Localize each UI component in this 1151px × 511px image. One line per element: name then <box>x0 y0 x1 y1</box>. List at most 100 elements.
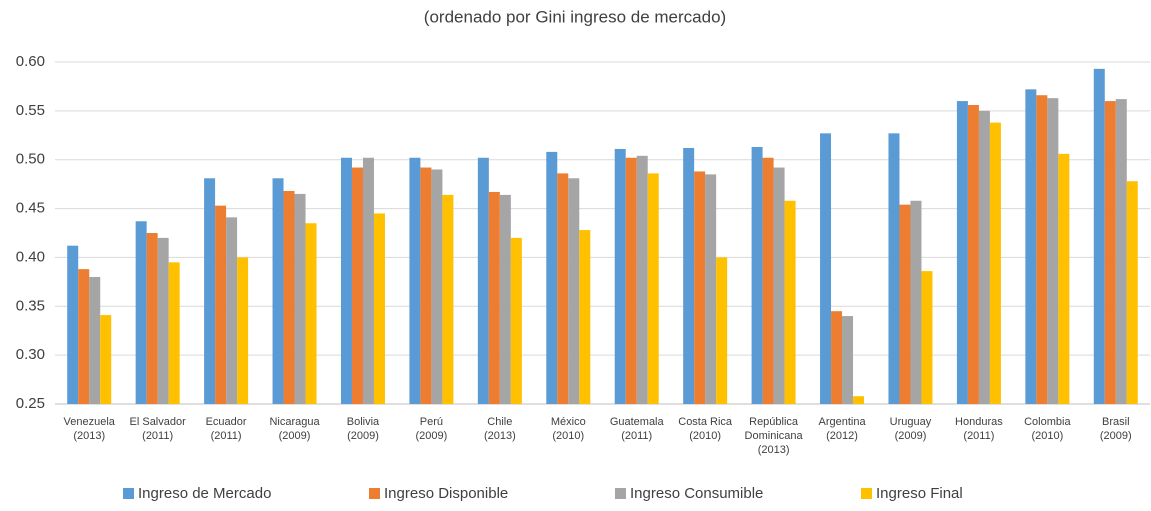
bar <box>1093 68 1105 404</box>
bar <box>373 213 385 404</box>
bar <box>420 167 432 404</box>
x-tick-label-line: Argentina <box>818 416 866 428</box>
bar <box>705 174 717 404</box>
bar <box>820 133 832 404</box>
bar <box>283 190 295 404</box>
chart-title: (ordenado por Gini ingreso de mercado) <box>424 7 726 26</box>
x-tick-label: Nicaragua (2009) <box>269 416 320 442</box>
x-tick-label: Argentina (2012) <box>818 416 866 442</box>
legend-swatch <box>123 488 134 499</box>
x-tick-label: Brasil (2009) <box>1100 416 1132 442</box>
bar <box>215 205 227 404</box>
bar <box>1025 89 1037 405</box>
bar <box>568 178 580 404</box>
bar <box>67 245 79 404</box>
bar <box>1058 153 1070 404</box>
x-tick-label-line: Perú <box>420 416 443 428</box>
legend-swatch <box>369 488 380 499</box>
x-tick-label: Colombia (2010) <box>1024 416 1071 442</box>
y-tick-label: 0.45 <box>16 200 45 217</box>
bar <box>956 101 968 404</box>
bar <box>1115 99 1127 404</box>
x-tick-label-line: Ecuador <box>206 416 247 428</box>
bar <box>351 167 363 404</box>
bar <box>831 311 843 404</box>
bar <box>362 157 374 404</box>
bar <box>921 271 933 404</box>
x-tick-label-line: Dominicana <box>745 430 804 442</box>
x-tick-label-line: (2010) <box>552 430 584 442</box>
legend-swatch <box>615 488 626 499</box>
bar <box>294 193 306 404</box>
bar <box>647 173 659 404</box>
bar <box>305 223 317 404</box>
x-tick-label-line: (2009) <box>347 430 379 442</box>
x-tick-label-line: (2011) <box>211 430 242 442</box>
bar <box>683 147 695 404</box>
bar <box>409 157 421 404</box>
bar <box>168 262 180 404</box>
bar <box>694 171 706 404</box>
bar <box>340 157 352 404</box>
x-tick-label-line: (2011) <box>621 430 652 442</box>
bar <box>1104 101 1116 404</box>
x-tick-label-line: (2011) <box>142 430 173 442</box>
bar <box>157 237 169 404</box>
x-tick-label: Venezuela (2013) <box>64 416 116 442</box>
legend-label: Ingreso Final <box>876 485 963 502</box>
x-tick-label-line: (2010) <box>689 430 721 442</box>
x-tick-label: Honduras (2011) <box>955 416 1003 442</box>
bar <box>888 133 900 404</box>
bar <box>716 257 728 404</box>
x-tick-label-line: Costa Rica <box>678 416 733 428</box>
x-tick-label-line: México <box>551 416 586 428</box>
x-tick-label-line: (2012) <box>826 430 858 442</box>
bar <box>762 157 774 404</box>
bar <box>431 169 443 404</box>
bar <box>978 110 990 404</box>
bar <box>557 173 569 404</box>
legend-label: Ingreso Consumible <box>630 485 763 502</box>
x-tick-label: México (2010) <box>551 416 586 442</box>
x-tick-label: Guatemala (2011) <box>610 416 665 442</box>
x-tick-label-line: Brasil <box>1102 416 1130 428</box>
legend-label: Ingreso de Mercado <box>138 485 271 502</box>
x-tick-label-line: Colombia <box>1024 416 1071 428</box>
x-tick-label-line: El Salvador <box>130 416 187 428</box>
y-tick-label: 0.60 <box>16 53 45 70</box>
legend-swatch <box>861 488 872 499</box>
x-tick-label-line: (2009) <box>416 430 448 442</box>
x-tick-label-line: Nicaragua <box>269 416 320 428</box>
bar <box>237 257 249 404</box>
y-tick-label: 0.25 <box>16 395 45 412</box>
bar <box>204 178 216 404</box>
x-tick-label: Ecuador (2011) <box>206 416 247 442</box>
bar <box>751 147 763 405</box>
x-tick-label-line: República <box>749 416 799 428</box>
x-tick-label-line: (2009) <box>279 430 311 442</box>
x-tick-label-line: (2009) <box>1100 430 1132 442</box>
bar <box>226 217 238 404</box>
bar <box>100 315 112 404</box>
x-tick-label-line: (2013) <box>484 430 516 442</box>
x-tick-label: El Salvador (2011) <box>130 416 187 442</box>
bar <box>989 122 1001 404</box>
legend-label: Ingreso Disponible <box>384 485 508 502</box>
bar <box>899 204 911 404</box>
y-tick-label: 0.40 <box>16 248 45 265</box>
bar <box>579 230 591 404</box>
bar <box>510 237 522 404</box>
x-tick-label-line: (2013) <box>73 430 105 442</box>
x-tick-label-line: (2010) <box>1031 430 1063 442</box>
bar <box>488 191 500 404</box>
x-tick-label-line: (2013) <box>758 444 790 456</box>
bar <box>78 269 90 404</box>
bar <box>1036 95 1048 405</box>
bar <box>442 194 454 404</box>
bar <box>614 148 626 404</box>
x-tick-label-line: Uruguay <box>890 416 932 428</box>
x-tick-label-line: Chile <box>487 416 512 428</box>
x-tick-label-line: Bolivia <box>347 416 380 428</box>
x-tick-label-line: Guatemala <box>610 416 665 428</box>
